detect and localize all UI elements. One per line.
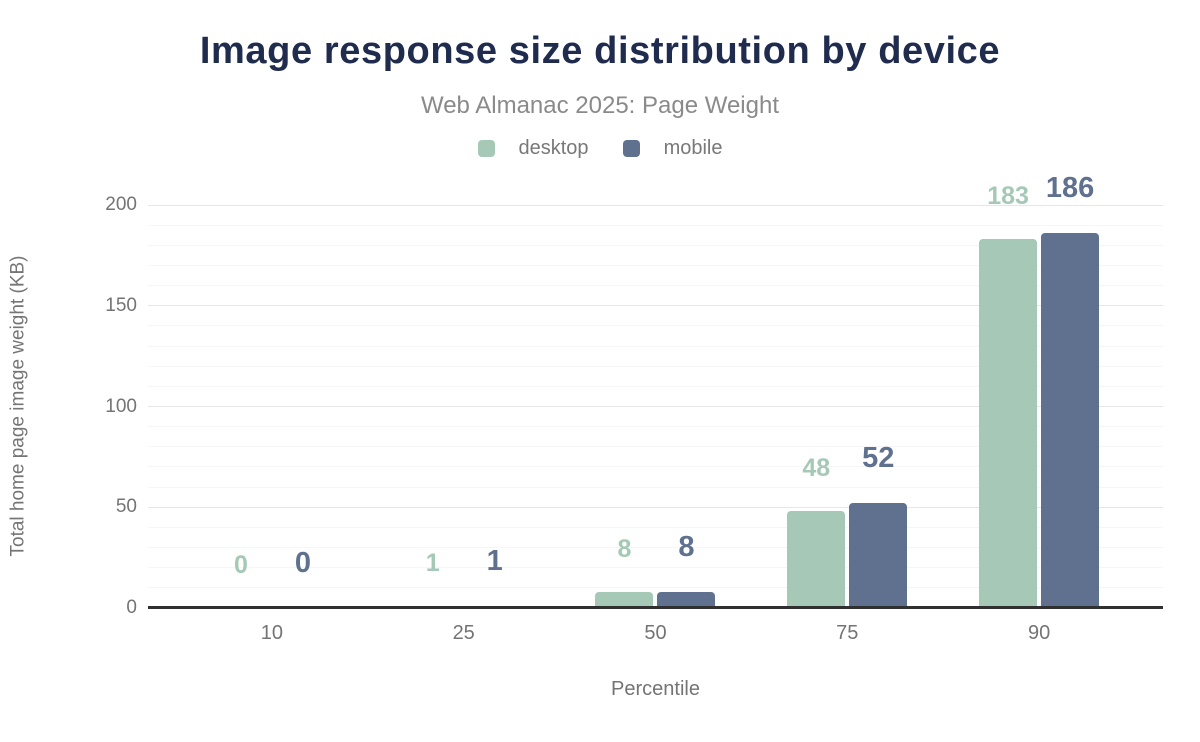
y-tick-label-0: 0 <box>126 597 137 618</box>
desktop-data-label-p90: 183 <box>987 182 1029 211</box>
desktop-bar-column-p25: 1 <box>403 205 462 608</box>
chart-subtitle: Web Almanac 2025: Page Weight <box>420 92 779 119</box>
desktop-series-swatch-icon <box>477 140 495 157</box>
x-tick-label-50: 50 <box>644 622 667 644</box>
desktop-data-label-p25: 1 <box>425 549 440 577</box>
minor-gridline-80 <box>148 446 1163 448</box>
mobile-bar-column-p25: 1 <box>465 205 524 608</box>
legend-item-mobile[interactable]: mobile <box>622 137 723 160</box>
y-tick-label-150: 150 <box>105 294 137 316</box>
chart-title: Image response size distribution by devi… <box>199 30 1001 72</box>
bar-groups: 0 0 10 1 1 25 8 8 50 48 52 75 183 186 90 <box>148 174 1163 645</box>
major-gridline-150 <box>148 305 1163 307</box>
minor-gridline-180 <box>148 244 1163 246</box>
mobile-data-label-p10: 0 <box>294 547 311 579</box>
legend-label-desktop: desktop <box>518 137 589 159</box>
bar-group-p25: 1 1 25 <box>368 205 560 644</box>
mobile-data-label-p25: 1 <box>486 545 503 577</box>
x-axis-title: Percentile <box>611 678 700 700</box>
desktop-data-label-p10: 0 <box>233 551 248 579</box>
mobile-bar-column-p10: 0 <box>274 205 332 608</box>
major-gridline-200 <box>148 204 1163 206</box>
mobile-bar-column-p90: 186 <box>1041 174 1100 608</box>
y-tick-label-200: 200 <box>105 194 137 215</box>
plot-area: 0 50 100 150 200 0 0 10 1 1 25 8 8 50 48 52 75 183 186 90 <box>105 174 1163 645</box>
minor-gridline-160 <box>148 285 1163 287</box>
desktop-bar-column-p10: 0 <box>212 205 270 608</box>
minor-gridline-140 <box>148 325 1163 327</box>
desktop-bar-column-p90: 183 <box>979 184 1038 608</box>
bar-group-p50: 8 8 50 <box>560 205 752 644</box>
mobile-data-label-p75: 52 <box>862 442 895 475</box>
x-tick-label-25: 25 <box>452 622 475 644</box>
y-tick-label-100: 100 <box>105 395 137 417</box>
desktop-bar-p75[interactable] <box>787 511 846 608</box>
minor-gridline-110 <box>148 385 1163 387</box>
x-tick-label-10: 10 <box>260 622 284 644</box>
minor-gridline-20 <box>148 567 1163 569</box>
minor-gridline-30 <box>148 547 1163 549</box>
x-tick-label-75: 75 <box>836 622 859 644</box>
mobile-bar-p75[interactable] <box>849 503 908 608</box>
legend: desktop mobile <box>0 137 1200 160</box>
minor-gridline-130 <box>148 345 1163 347</box>
mobile-bar-column-p50: 8 <box>657 205 716 608</box>
desktop-data-label-p75: 48 <box>802 454 831 483</box>
bar-group-p75: 48 52 75 <box>751 205 943 644</box>
desktop-bar-p90[interactable] <box>979 239 1038 608</box>
bar-group-p90: 183 186 90 <box>943 174 1135 644</box>
minor-gridline-120 <box>148 365 1163 367</box>
mobile-data-label-p90: 186 <box>1045 172 1095 205</box>
minor-gridline-190 <box>148 224 1163 226</box>
x-tick-label-90: 90 <box>1027 622 1051 644</box>
minor-gridline-90 <box>148 426 1163 428</box>
desktop-bar-p50[interactable] <box>595 591 654 608</box>
minor-gridline-10 <box>148 587 1163 589</box>
mobile-bar-p90[interactable] <box>1041 233 1100 608</box>
minor-gridline-40 <box>148 526 1163 528</box>
mobile-series-swatch-icon <box>622 140 640 157</box>
legend-item-desktop[interactable]: desktop <box>477 137 589 160</box>
minor-gridline-70 <box>148 466 1163 468</box>
major-gridline-50 <box>148 506 1163 508</box>
minor-gridline-60 <box>148 486 1163 488</box>
mobile-bar-column-p75: 52 <box>849 205 908 608</box>
x-axis-line <box>148 606 1163 609</box>
mobile-data-label-p50: 8 <box>678 530 695 563</box>
mobile-bar-p50[interactable] <box>657 591 716 608</box>
desktop-data-label-p50: 8 <box>617 534 632 563</box>
desktop-bar-column-p75: 48 <box>787 205 846 608</box>
major-gridline-100 <box>148 406 1163 407</box>
minor-gridline-170 <box>148 264 1163 266</box>
desktop-bar-column-p50: 8 <box>595 205 654 608</box>
y-tick-label-50: 50 <box>115 496 137 518</box>
bar-group-p10: 0 0 10 <box>176 205 368 645</box>
legend-label-mobile: mobile <box>663 137 723 159</box>
